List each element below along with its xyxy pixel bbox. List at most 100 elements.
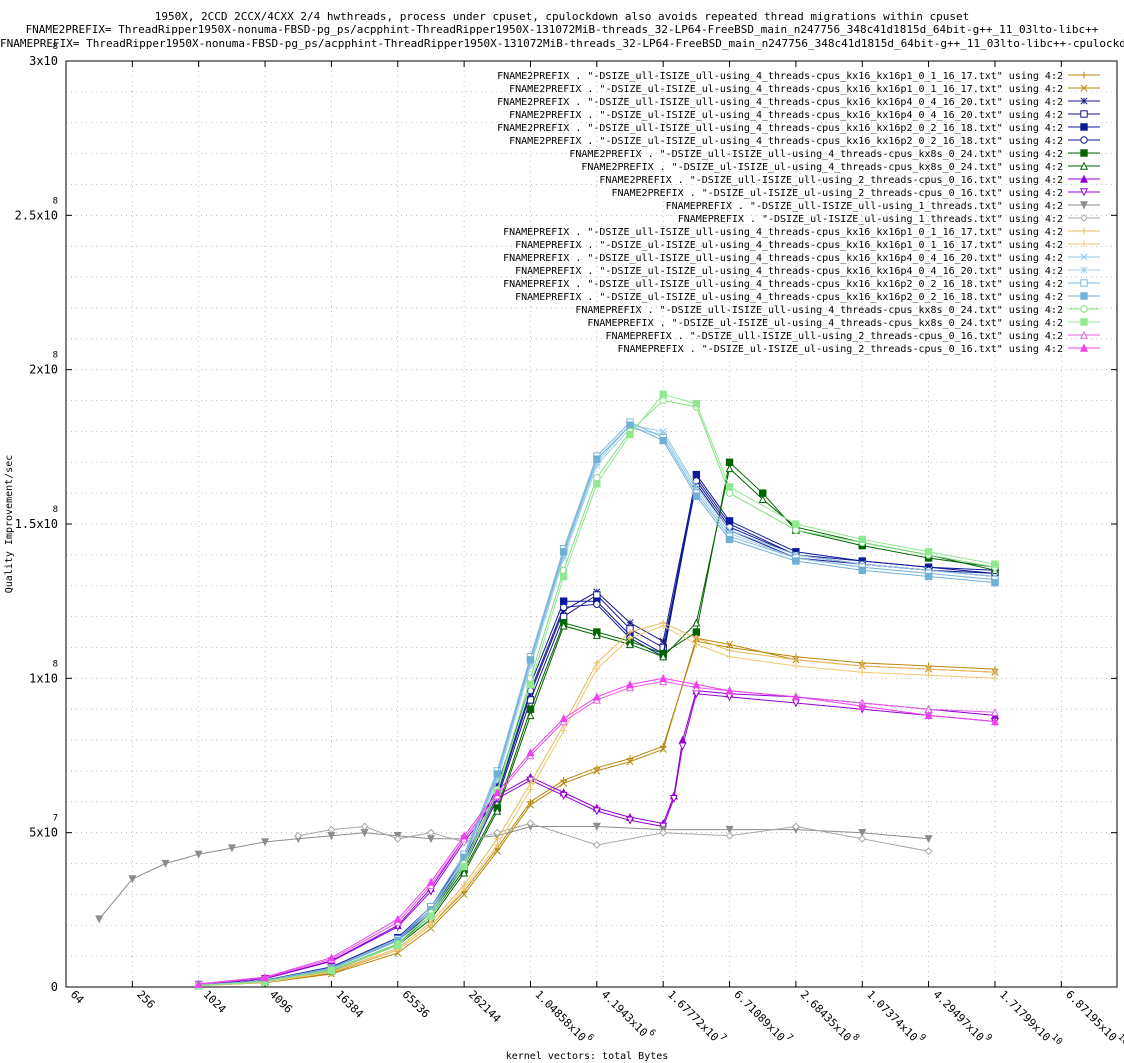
- data-point: [427, 828, 435, 837]
- legend-swatch-marker: [1080, 84, 1088, 92]
- series-line: [198, 625, 996, 987]
- data-point: [858, 828, 867, 837]
- data-point: [859, 662, 866, 670]
- data-point: [659, 622, 667, 630]
- data-point: [460, 890, 468, 898]
- series-line: [198, 393, 996, 986]
- series-7: [195, 458, 999, 990]
- data-point: [592, 841, 601, 849]
- data-point: [560, 554, 568, 562]
- legend-swatch-marker: [1080, 97, 1088, 105]
- data-point: [991, 675, 999, 682]
- y-tick-label: 1x10: [29, 671, 58, 685]
- legend-swatch-marker: [1080, 318, 1088, 326]
- legend-entry-label: FNAME2PREFIX . "-DSIZE_ull-ISIZE_ull-usi…: [497, 71, 1063, 82]
- chart-title-line-1: 1950X, 2CCD 2CCX/4CXX 2/4 hwthreads, pro…: [154, 10, 970, 23]
- data-point: [692, 470, 701, 479]
- x-tick-label: 65536: [400, 988, 433, 1021]
- data-point: [559, 548, 568, 556]
- legend-swatch-marker: [1080, 266, 1088, 274]
- data-point: [659, 436, 667, 445]
- x-tick-label: 1.04858x10: [532, 988, 588, 1044]
- data-point: [726, 647, 733, 654]
- series-layer: [95, 390, 999, 990]
- data-point: [626, 635, 634, 642]
- x-tick-label: 1.67772x10: [665, 988, 721, 1044]
- data-point: [593, 665, 601, 673]
- data-point: [924, 847, 933, 856]
- series-line: [198, 424, 996, 986]
- data-point: [161, 859, 170, 868]
- series-line: [198, 399, 996, 986]
- data-point: [693, 641, 700, 648]
- x-tick-label-group: 65536: [400, 988, 433, 1021]
- legend-swatch-marker: [1080, 292, 1088, 300]
- series-line: [198, 680, 996, 985]
- legend-entry-label: FNAME2PREFIX . "-DSIZE_ull-ISIZE_ull-usi…: [497, 97, 1063, 108]
- data-point: [427, 922, 435, 929]
- data-point: [393, 834, 402, 843]
- legend-swatch-marker: [1080, 149, 1088, 157]
- data-point: [527, 780, 534, 787]
- series-17: [195, 418, 999, 989]
- legend-entry-label: FNAMEPREFIX . "-DSIZE_ul-ISIZE_ul-using_…: [515, 240, 1063, 251]
- data-point: [858, 701, 867, 710]
- x-tick-exponent: 9: [983, 1032, 994, 1043]
- series-line: [198, 693, 996, 985]
- data-point: [924, 572, 933, 581]
- legend-swatch-marker: [1080, 71, 1088, 79]
- x-axis-label: kernel vectors: total Bytes: [506, 1051, 669, 1062]
- legend-entry-label: FNAMEPREFIX . "-DSIZE_ul-ISIZE_ul-using_…: [515, 292, 1063, 303]
- data-point: [925, 672, 932, 679]
- data-point: [725, 464, 734, 473]
- data-point: [592, 822, 601, 831]
- data-point: [393, 914, 402, 923]
- data-point: [626, 628, 634, 636]
- data-point: [669, 795, 678, 804]
- x-tick-label: 2.68435x10: [798, 988, 854, 1044]
- data-point: [261, 838, 270, 847]
- legend-swatch-marker: [1079, 161, 1089, 170]
- legend-swatch-marker: [1080, 227, 1088, 235]
- x-tick-exponent: 7: [784, 1032, 795, 1043]
- legend-entry-label: FNAME2PREFIX . "-DSIZE_ull-ISIZE_ull-usi…: [497, 123, 1063, 134]
- data-point: [494, 841, 501, 849]
- data-point: [725, 517, 734, 525]
- x-tick-label-group: 256: [134, 988, 157, 1011]
- data-point: [792, 520, 800, 528]
- data-point: [294, 831, 303, 840]
- x-tick-exponent: 10: [1116, 1032, 1124, 1047]
- data-point: [559, 714, 568, 723]
- data-point: [526, 748, 535, 757]
- series-line: [298, 822, 929, 852]
- series-line: [98, 826, 929, 920]
- data-point: [526, 711, 535, 720]
- legend-swatch-marker: [1080, 110, 1088, 118]
- data-point: [526, 680, 535, 689]
- data-point: [493, 770, 501, 778]
- x-tick-label: 6.87195x10: [1063, 988, 1119, 1044]
- data-point: [493, 776, 501, 784]
- data-point: [692, 628, 701, 636]
- data-point: [925, 665, 932, 673]
- data-point: [559, 572, 568, 581]
- y-tick-label: 1.5x10: [15, 517, 58, 531]
- legend-entry-label: FNAMEPREFIX . "-DSIZE_ul-ISIZE_ul-using_…: [515, 266, 1063, 277]
- data-point: [692, 399, 701, 408]
- y-tick-exponent: 8: [53, 351, 58, 361]
- data-point: [626, 430, 634, 439]
- data-point: [924, 548, 933, 556]
- data-point: [725, 831, 734, 840]
- data-point: [593, 461, 601, 469]
- legend-swatch-marker: [1080, 253, 1088, 261]
- data-point: [394, 941, 402, 950]
- data-point: [626, 619, 634, 627]
- data-point: [493, 847, 501, 855]
- x-tick-label: 256: [134, 988, 157, 1011]
- legend-entry-label: FNAMEPREFIX . "-DSIZE_ull-ISIZE_ull-usin…: [666, 201, 1063, 212]
